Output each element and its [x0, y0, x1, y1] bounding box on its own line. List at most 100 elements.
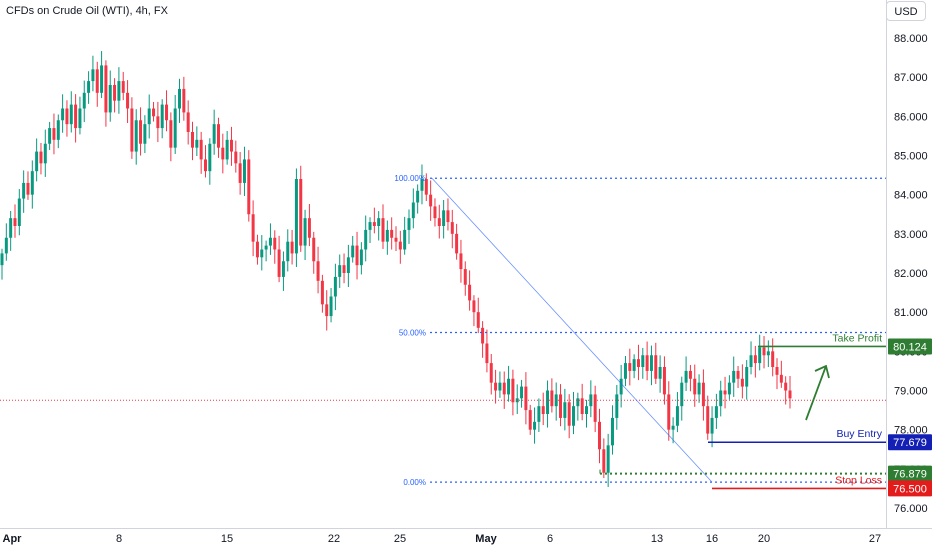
candle-body	[476, 312, 480, 328]
x-tick-label: May	[475, 533, 497, 545]
candle-body	[178, 88, 182, 109]
candle-body	[559, 394, 563, 418]
candle-body	[649, 355, 653, 371]
candle-body	[623, 363, 627, 379]
candle-body	[416, 190, 420, 203]
candle-body	[398, 241, 402, 250]
candle-body	[368, 222, 372, 230]
candle-body	[714, 406, 718, 418]
candle-body	[264, 245, 268, 250]
candle-body	[567, 402, 571, 426]
candle-body	[645, 355, 649, 371]
candle-body	[420, 179, 424, 191]
candle-body	[221, 147, 225, 160]
fib-trend-line	[431, 177, 713, 483]
candle-body	[788, 390, 792, 399]
candle-body	[563, 402, 567, 418]
candle-body	[255, 241, 259, 258]
chart-title: CFDs on Crude Oil (WTI), 4h, FX	[6, 5, 168, 17]
candle-body	[169, 120, 173, 148]
y-tick-label: 85.000	[894, 151, 928, 163]
candle-body	[693, 378, 697, 395]
candle-body	[403, 229, 407, 250]
candle-body	[753, 355, 757, 364]
candle-body	[113, 85, 117, 101]
candle-body	[199, 139, 203, 160]
candle-body	[95, 69, 99, 93]
x-tick-label: 15	[221, 533, 233, 545]
candle-body	[688, 370, 692, 379]
candle-body	[238, 163, 242, 183]
candle-body	[35, 151, 39, 172]
candle-body	[736, 370, 740, 379]
candle-body	[65, 108, 69, 125]
candle-body	[251, 214, 255, 242]
candle-body	[546, 390, 550, 414]
candle-body	[100, 65, 104, 93]
candle-body	[286, 241, 290, 262]
candle-body	[152, 108, 156, 117]
candle-body	[437, 218, 441, 226]
candle-body	[325, 304, 329, 317]
candle-body	[675, 406, 679, 426]
candle-body	[662, 367, 666, 395]
candle-body	[312, 237, 316, 262]
candle-body	[511, 378, 515, 403]
candle-body	[619, 378, 623, 395]
candle-body	[26, 182, 30, 195]
candle-body	[52, 128, 56, 140]
x-tick-label: 20	[758, 533, 770, 545]
currency-button[interactable]: USD	[886, 1, 926, 21]
candle-body	[333, 276, 337, 297]
x-tick-label: 25	[394, 533, 406, 545]
price-tag-label: 76.500	[893, 483, 927, 495]
candle-body	[489, 363, 493, 383]
candle-body	[472, 300, 476, 313]
candle-body	[507, 378, 511, 395]
candle-body	[338, 265, 342, 277]
candle-body	[82, 92, 86, 109]
candle-body	[658, 367, 662, 379]
candle-body	[450, 222, 454, 234]
candle-body	[463, 269, 467, 285]
candle-body	[411, 202, 415, 219]
candle-body	[671, 425, 675, 430]
candle-body	[537, 406, 541, 422]
candle-body	[572, 406, 576, 426]
candle-body	[22, 182, 26, 199]
candle-body	[533, 421, 537, 430]
price-tag	[888, 338, 932, 355]
candle-body	[9, 218, 13, 238]
y-tick-label: 84.000	[894, 190, 928, 202]
candle-body	[485, 343, 489, 364]
y-tick-label: 79.000	[894, 386, 928, 398]
candle-body	[706, 406, 710, 434]
candle-body	[740, 378, 744, 387]
projection-arrow-head	[814, 364, 830, 379]
candle-body	[329, 296, 333, 317]
candle-body	[589, 394, 593, 407]
price-tag-label: 77.679	[893, 437, 927, 449]
fib-level-label: 50.00%	[399, 329, 426, 338]
price-tag-label: 76.879	[893, 469, 927, 481]
candle-body	[481, 327, 485, 344]
fib-level-label: 100.00%	[394, 174, 426, 183]
candle-body	[225, 139, 229, 160]
price-tag	[888, 480, 932, 497]
x-tick-label: 13	[651, 533, 663, 545]
candle-body	[550, 390, 554, 407]
candle-body	[636, 359, 640, 367]
candle-body	[17, 198, 21, 226]
candle-body	[719, 390, 723, 407]
candle-body	[494, 382, 498, 391]
candle-body	[342, 265, 346, 273]
candle-body	[364, 229, 368, 250]
candle-body	[710, 417, 714, 434]
candle-body	[117, 81, 121, 101]
candle-body	[208, 143, 212, 172]
candle-body	[758, 347, 762, 364]
candle-body	[593, 394, 597, 422]
candle-body	[351, 245, 355, 258]
y-tick-label: 88.000	[894, 33, 928, 45]
